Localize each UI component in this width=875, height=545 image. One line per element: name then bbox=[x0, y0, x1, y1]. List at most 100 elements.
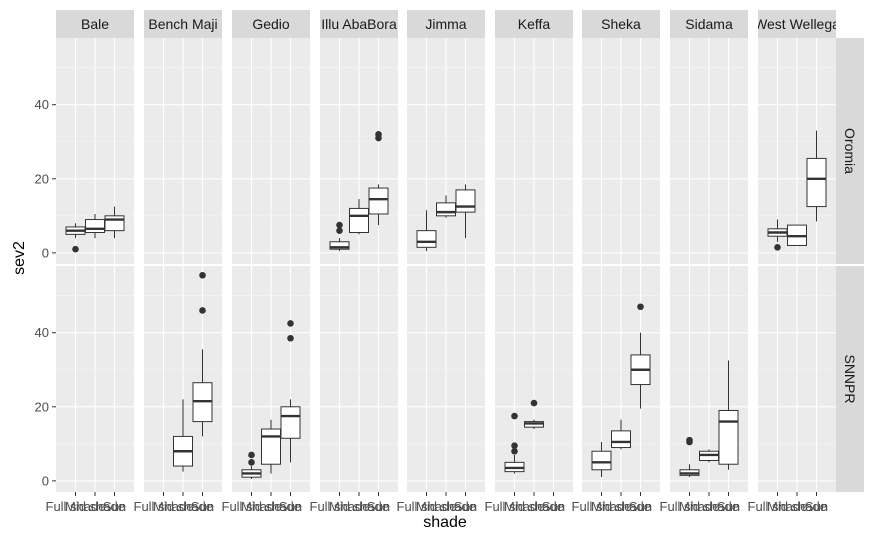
x-tick-label: Sun bbox=[191, 499, 214, 514]
facet-strip bbox=[758, 10, 836, 38]
box-iqr bbox=[368, 187, 389, 215]
boxplot-illu-ababora-oromia-1 bbox=[349, 199, 369, 235]
facet-strip bbox=[407, 10, 485, 38]
x-axis-title: shade bbox=[423, 514, 467, 531]
outlier-point bbox=[511, 412, 518, 420]
boxplot-bale-oromia-2 bbox=[104, 206, 125, 239]
boxplot-west-wellega-oromia-2 bbox=[806, 130, 827, 222]
facet-label-illu-ababora: Illu AbaBora bbox=[321, 16, 397, 32]
x-tick-label: Full shade bbox=[748, 499, 808, 514]
boxplot-illu-ababora-oromia-0 bbox=[329, 221, 350, 252]
x-tick-label: Sun bbox=[454, 499, 477, 514]
x-tick-label: Mid shade bbox=[504, 499, 564, 514]
x-tick-label: Full shade bbox=[222, 499, 282, 514]
box-iqr bbox=[85, 219, 105, 234]
y-tick-label: 0 bbox=[42, 245, 49, 260]
boxplot-sheka-snnpr-0 bbox=[591, 441, 612, 478]
x-tick-label: Sun bbox=[717, 499, 740, 514]
x-tick-label: Full shade bbox=[46, 499, 106, 514]
box-iqr bbox=[718, 409, 739, 465]
boxplot-sheka-snnpr-1 bbox=[611, 419, 631, 450]
facet-label-bale: Bale bbox=[81, 16, 109, 32]
outlier-point bbox=[336, 221, 343, 229]
box-iqr bbox=[261, 428, 281, 465]
x-tick-label: Sun bbox=[103, 499, 126, 514]
outlier-point bbox=[287, 320, 294, 327]
x-tick-label: Sun bbox=[542, 499, 565, 514]
facet-label-west-wellega: West Wellega bbox=[754, 16, 840, 32]
facet-label-gedio: Gedio bbox=[252, 16, 290, 32]
box-iqr bbox=[349, 207, 369, 234]
boxplot-bench-maji-snnpr-2 bbox=[192, 271, 213, 437]
boxplot-gedio-snnpr-0 bbox=[241, 451, 262, 480]
box-iqr bbox=[104, 215, 125, 232]
x-tick-label: Mid shade bbox=[591, 499, 651, 514]
x-tick-label: Full shade bbox=[397, 499, 457, 514]
boxplot-bench-maji-snnpr-1 bbox=[173, 399, 193, 472]
x-tick-label: Sun bbox=[805, 499, 828, 514]
facet-strip bbox=[144, 10, 222, 38]
x-tick-label: Sun bbox=[629, 499, 652, 514]
boxplot-bale-oromia-0 bbox=[65, 223, 86, 253]
x-tick-label: Mid shade bbox=[153, 499, 213, 514]
outlier-point bbox=[199, 307, 206, 314]
boxplot-illu-ababora-oromia-2 bbox=[368, 131, 389, 226]
outlier-point bbox=[336, 227, 343, 234]
boxplot-keffa-snnpr-0 bbox=[504, 412, 525, 474]
facet-strip bbox=[320, 10, 398, 38]
y-tick-label: 20 bbox=[35, 171, 49, 186]
box-iqr bbox=[280, 406, 301, 439]
outlier-point bbox=[511, 442, 518, 449]
facet-label-oromia: Oromia bbox=[842, 128, 858, 174]
outlier-point bbox=[530, 399, 538, 407]
facet-strip bbox=[232, 10, 310, 38]
boxplot-jimma-oromia-1 bbox=[436, 195, 456, 218]
box-iqr bbox=[329, 241, 350, 250]
y-tick-label: 20 bbox=[35, 399, 49, 414]
y-tick-label: 0 bbox=[42, 473, 49, 488]
boxplot-jimma-oromia-0 bbox=[416, 210, 437, 252]
facet-label-snnpr: SNNPR bbox=[842, 354, 858, 403]
outlier-point bbox=[511, 447, 518, 455]
boxplot-sheka-snnpr-2 bbox=[630, 303, 651, 409]
facet-label-keffa: Keffa bbox=[518, 16, 551, 32]
facet-strip bbox=[836, 266, 864, 492]
boxplot-sidama-snnpr-1 bbox=[699, 449, 719, 463]
facet-label-bench-maji: Bench Maji bbox=[148, 16, 217, 32]
box-iqr bbox=[455, 189, 476, 213]
box-iqr bbox=[436, 202, 456, 217]
outlier-point bbox=[375, 131, 382, 138]
outlier-point bbox=[686, 436, 693, 444]
boxplot-gedio-snnpr-1 bbox=[261, 419, 281, 474]
x-tick-label: Sun bbox=[279, 499, 302, 514]
x-tick-label: Mid shade bbox=[767, 499, 827, 514]
boxplot-sidama-snnpr-0 bbox=[679, 436, 700, 478]
x-tick-label: Full shade bbox=[134, 499, 194, 514]
x-tick-label: Full shade bbox=[660, 499, 720, 514]
x-tick-label: Full shade bbox=[572, 499, 632, 514]
box-iqr bbox=[806, 157, 827, 208]
outlier-point bbox=[637, 303, 644, 311]
facet-strip bbox=[670, 10, 748, 38]
boxplot-keffa-snnpr-1 bbox=[524, 399, 544, 430]
y-tick-label: 40 bbox=[35, 97, 49, 112]
x-tick-label: Full shade bbox=[485, 499, 545, 514]
box-iqr bbox=[611, 430, 631, 449]
facet-label-sidama: Sidama bbox=[685, 16, 733, 32]
outlier-point bbox=[287, 334, 294, 342]
boxplot-sidama-snnpr-2 bbox=[718, 360, 739, 470]
facet-strip bbox=[836, 38, 864, 264]
boxplot-gedio-snnpr-2 bbox=[280, 320, 301, 463]
outlier-point bbox=[774, 244, 781, 251]
x-tick-label: Full shade bbox=[310, 499, 370, 514]
box-iqr bbox=[416, 230, 437, 248]
x-tick-label: Mid shade bbox=[241, 499, 301, 514]
facet-label-sheka: Sheka bbox=[601, 16, 641, 32]
boxplot-west-wellega-oromia-1 bbox=[787, 224, 807, 246]
x-tick-label: Mid shade bbox=[679, 499, 739, 514]
y-tick-label: 40 bbox=[35, 325, 49, 340]
outlier-point bbox=[248, 459, 255, 466]
facet-strip bbox=[495, 10, 573, 38]
boxplot-jimma-oromia-2 bbox=[455, 184, 476, 239]
